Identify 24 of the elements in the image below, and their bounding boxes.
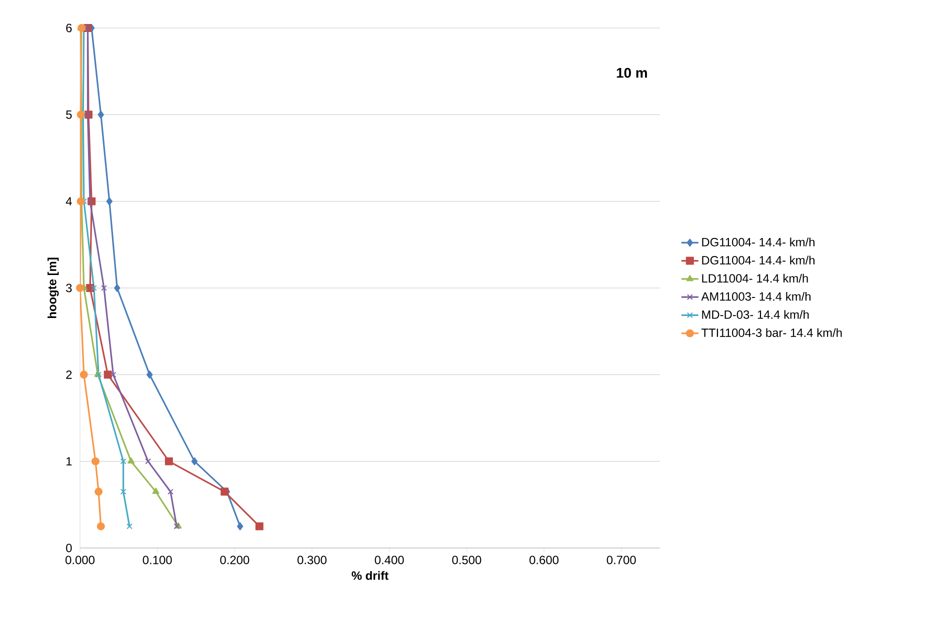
x-tick-label: 0.500 (452, 556, 482, 564)
y-tick-label: 1 (66, 457, 72, 466)
legend-label: AM11003- 14.4 km/h (701, 292, 810, 301)
y-tick-label: 3 (66, 284, 72, 292)
legend-label: DG11004- 14.4- km/h (702, 238, 814, 246)
y-tick-label: 0 (66, 544, 72, 552)
x-tick-label: 0.000 (66, 556, 95, 564)
x-tick-label: 0.700 (606, 556, 636, 564)
y-axis-title: hoogte [m] (48, 258, 59, 318)
annotation: 10 m (616, 68, 647, 78)
y-tick-label: 2 (66, 370, 72, 379)
legend-label: MD-D-03- 14.4 km/h (702, 310, 809, 319)
y-tick-label: 6 (66, 24, 72, 32)
x-tick-label: 0.200 (220, 556, 250, 564)
legend-label: DG11004- 14.4- km/h (702, 256, 814, 264)
legend-label: LD11004- 14.4 km/h (702, 274, 808, 283)
y-tick-label: 5 (66, 110, 72, 119)
legend-label: TTI11004-3 bar- 14.4 km/h (701, 328, 842, 337)
x-tick-label: 0.400 (374, 556, 404, 564)
x-tick-label: 0.100 (142, 556, 172, 564)
y-tick-label: 4 (66, 197, 72, 206)
x-tick-label: 0.300 (298, 556, 327, 564)
x-tick-label: 0.600 (530, 556, 559, 564)
x-axis-title: % drift (352, 571, 388, 580)
